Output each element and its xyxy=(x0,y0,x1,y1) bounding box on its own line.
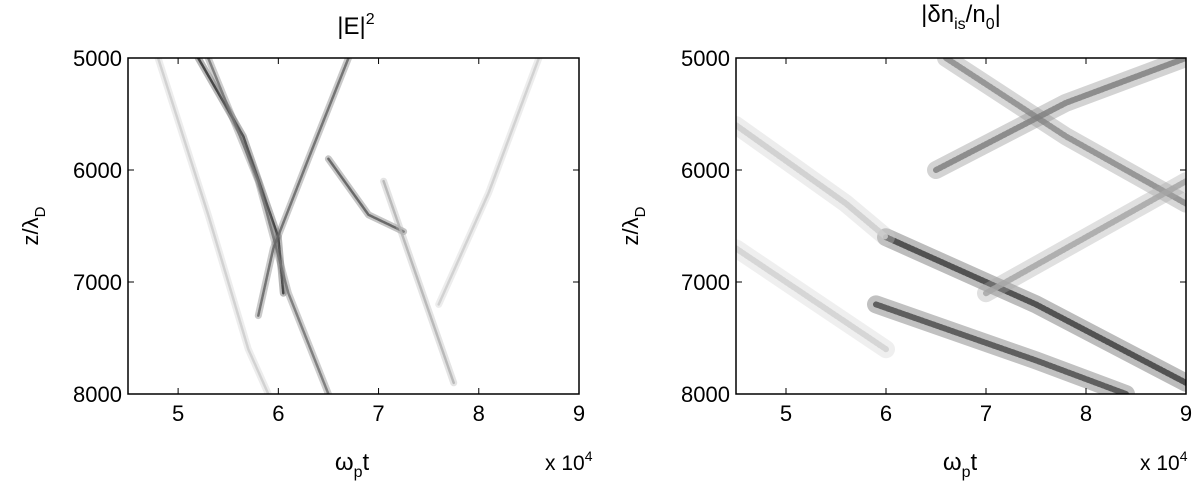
chart-left: |E|2 5000 6000 7000 8000 5 6 7 8 9 z/λD ωpt x 1… xyxy=(18,11,593,481)
heatmap-band xyxy=(873,301,1129,394)
chart-right: |δnis/n0| 5000 6000 7000 8000 5 6 7 8 9 z/λD ωp… xyxy=(618,1,1192,481)
heatmap-band xyxy=(883,234,1186,386)
x-tick-label: 7 xyxy=(372,401,384,426)
x-tick-label: 6 xyxy=(272,401,284,426)
y-axis-label: z/λD xyxy=(18,206,49,245)
x-axis-label: ωpt xyxy=(335,449,370,481)
y-tick-label: 5000 xyxy=(681,46,730,71)
y-axis-label: z/λD xyxy=(618,206,649,245)
x-axis-label: ωpt xyxy=(943,449,978,481)
heatmap-band xyxy=(943,58,1186,207)
chart-title: |E|2 xyxy=(337,11,374,40)
heatmap-band xyxy=(983,178,1186,297)
chart-title: |δnis/n0| xyxy=(921,1,1001,33)
heatmap-band xyxy=(933,58,1186,173)
heatmap-layer xyxy=(154,58,543,394)
heatmap-band xyxy=(156,58,270,394)
plot-frame xyxy=(128,58,579,394)
x-tick-label: 8 xyxy=(1080,401,1092,426)
heatmap-band xyxy=(257,58,350,317)
x-tick-label: 8 xyxy=(473,401,485,426)
heatmap-band xyxy=(736,122,889,241)
x-multiplier: x 104 xyxy=(1140,448,1188,475)
x-tick-label: 7 xyxy=(980,401,992,426)
heatmap-band xyxy=(206,58,330,394)
y-tick-label: 7000 xyxy=(681,270,730,295)
y-tick-label: 8000 xyxy=(681,382,730,407)
x-tick-label: 9 xyxy=(573,401,585,426)
y-tick-label: 5000 xyxy=(73,46,122,71)
heatmap-layer xyxy=(736,58,1186,394)
x-tick-label: 9 xyxy=(1180,401,1192,426)
x-multiplier: x 104 xyxy=(545,448,593,475)
heatmap-band xyxy=(327,157,405,233)
y-tick-label: 8000 xyxy=(73,382,122,407)
x-tick-label: 5 xyxy=(172,401,184,426)
x-tick-label: 5 xyxy=(780,401,792,426)
y-tick-label: 6000 xyxy=(681,158,730,183)
y-tick-label: 7000 xyxy=(73,270,122,295)
heatmap-band xyxy=(382,179,455,385)
x-tick-label: 6 xyxy=(880,401,892,426)
y-tick-label: 6000 xyxy=(73,158,122,183)
heatmap-band xyxy=(736,245,889,353)
heatmap-band xyxy=(437,58,541,306)
